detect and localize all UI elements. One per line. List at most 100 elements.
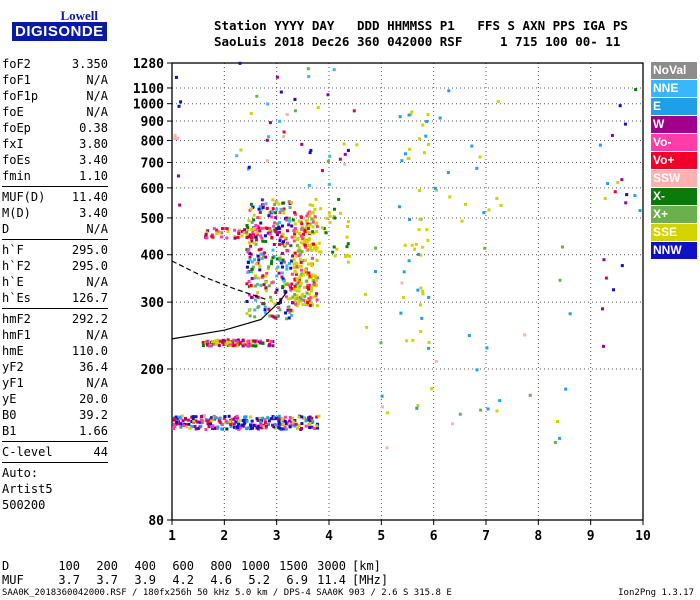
- echo-point: [290, 286, 294, 290]
- echo-point: [269, 295, 273, 299]
- echo-point: [249, 415, 253, 419]
- echo-point: [274, 316, 278, 320]
- echo-point: [308, 299, 312, 303]
- echo-point: [183, 416, 187, 420]
- echo-point: [265, 206, 269, 210]
- echo-point: [407, 259, 411, 263]
- echo-point: [253, 315, 257, 319]
- param-name: foEs: [2, 153, 31, 167]
- param-row: fmin 1.10: [2, 168, 108, 184]
- echo-point: [346, 260, 350, 264]
- echo-point: [309, 296, 313, 300]
- echo-point: [287, 283, 291, 287]
- echo-point: [306, 262, 310, 266]
- echo-point: [315, 221, 319, 225]
- echo-point: [314, 248, 318, 252]
- muf-value: 11.4: [317, 573, 346, 587]
- echo-point: [312, 242, 316, 246]
- echo-point: [268, 343, 272, 347]
- echo-point: [216, 230, 220, 234]
- echo-point: [267, 284, 271, 288]
- muf-value: 4.6: [210, 573, 232, 587]
- param-row: D N/A: [2, 221, 108, 237]
- echo-point: [275, 314, 279, 318]
- param-value: N/A: [86, 222, 108, 236]
- param-value: 3.350: [71, 57, 108, 71]
- echo-point: [310, 425, 314, 429]
- echo-point: [290, 259, 294, 263]
- echo-point: [425, 228, 429, 232]
- param-row: foEs 3.40: [2, 152, 108, 168]
- echo-point: [258, 204, 262, 208]
- echo-point: [398, 205, 402, 209]
- echo-point: [268, 226, 272, 230]
- echo-point: [279, 261, 283, 265]
- echo-point: [422, 151, 426, 155]
- echo-point: [246, 225, 250, 229]
- param-row: foF1 N/A: [2, 72, 108, 88]
- param-separator: [2, 441, 108, 442]
- echo-point: [315, 225, 319, 229]
- echo-point: [328, 220, 332, 224]
- echo-point: [305, 214, 309, 218]
- echo-point: [293, 419, 297, 423]
- echo-point: [598, 143, 602, 147]
- echo-point: [446, 171, 450, 175]
- echo-point: [192, 419, 196, 423]
- param-value: 3.40: [79, 153, 108, 167]
- echo-point: [256, 216, 260, 220]
- echo-point: [218, 339, 222, 343]
- param-name: D: [2, 222, 10, 236]
- param-name: MUF(D): [2, 190, 46, 204]
- echo-point: [419, 286, 423, 290]
- echo-point: [303, 258, 307, 262]
- echo-point: [624, 201, 628, 205]
- echo-point: [283, 415, 287, 419]
- param-value: N/A: [86, 376, 108, 390]
- echo-point: [346, 242, 350, 246]
- echo-point: [307, 238, 311, 242]
- echo-point: [216, 340, 220, 344]
- echo-point: [271, 210, 275, 214]
- echo-point: [309, 245, 313, 249]
- echo-point: [315, 258, 319, 262]
- echo-point: [294, 212, 298, 216]
- x-tick-label: 10: [635, 529, 650, 544]
- echo-point: [365, 325, 369, 329]
- param-value: 3.80: [79, 137, 108, 151]
- file-info-footer: SAA0K_2018360042000.RSF / 180fx256h 50 k…: [2, 588, 452, 598]
- echo-point: [251, 426, 255, 430]
- param-separator: [2, 462, 108, 463]
- echo-point: [310, 289, 314, 293]
- echo-point: [320, 226, 324, 230]
- echo-point: [604, 276, 608, 280]
- echo-point: [260, 198, 264, 202]
- distance-value: 1500: [279, 559, 308, 573]
- echo-point: [226, 230, 230, 234]
- echo-point: [226, 421, 230, 425]
- param-value: N/A: [86, 89, 108, 103]
- echo-point: [293, 235, 297, 239]
- echo-point: [194, 419, 198, 423]
- echo-point: [265, 271, 269, 275]
- echo-point: [173, 137, 177, 141]
- echo-point: [280, 271, 284, 275]
- echo-point: [244, 415, 248, 419]
- echo-point: [257, 258, 261, 262]
- echo-point: [172, 426, 176, 430]
- echo-point: [311, 420, 315, 424]
- echo-point: [403, 243, 407, 247]
- echo-point: [299, 220, 303, 224]
- param-name: B0: [2, 408, 17, 422]
- echo-point: [421, 245, 425, 249]
- echo-point: [249, 236, 253, 240]
- echo-point: [255, 238, 259, 242]
- echo-point: [417, 228, 421, 232]
- echo-point: [427, 142, 431, 146]
- echo-point: [268, 121, 272, 125]
- echo-point: [478, 155, 482, 159]
- echo-point: [273, 422, 277, 426]
- echo-point: [295, 282, 299, 286]
- echo-point: [269, 417, 273, 421]
- echo-point: [266, 339, 270, 343]
